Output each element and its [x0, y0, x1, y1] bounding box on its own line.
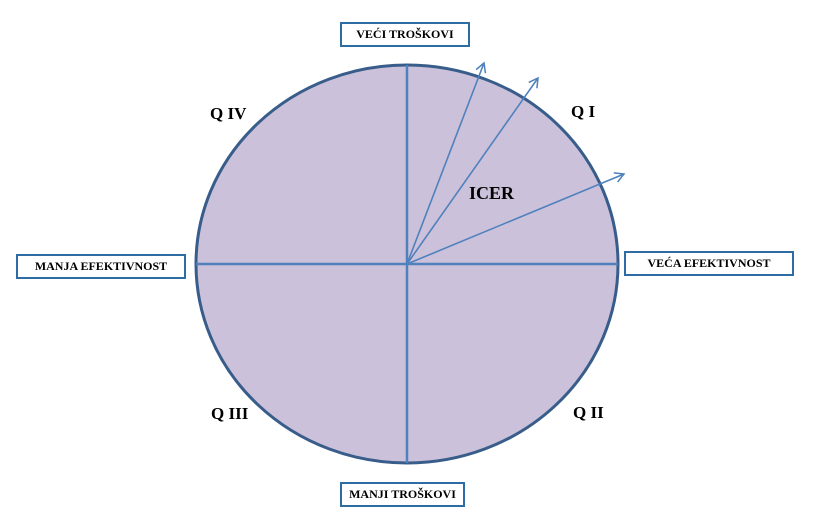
icer-arrow-2 [406, 76, 539, 265]
icer-arrow-3 [406, 172, 626, 265]
icer-label: ICER [469, 183, 515, 203]
label-higher-costs: VEĆI TROŠKOVI [340, 22, 470, 47]
label-lower-effectiveness: MANJA EFEKTIVNOST [16, 254, 186, 279]
icer-arrow-1 [406, 61, 487, 265]
quadrant-label-q4: Q IV [210, 104, 247, 123]
label-higher-effectiveness: VEĆA EFEKTIVNOST [624, 251, 794, 276]
quadrant-label-q3: Q III [211, 404, 249, 423]
label-lower-costs: MANJI TROŠKOVI [340, 482, 465, 507]
quadrant-label-q1: Q I [571, 102, 596, 121]
quadrant-label-q2: Q II [573, 403, 604, 422]
